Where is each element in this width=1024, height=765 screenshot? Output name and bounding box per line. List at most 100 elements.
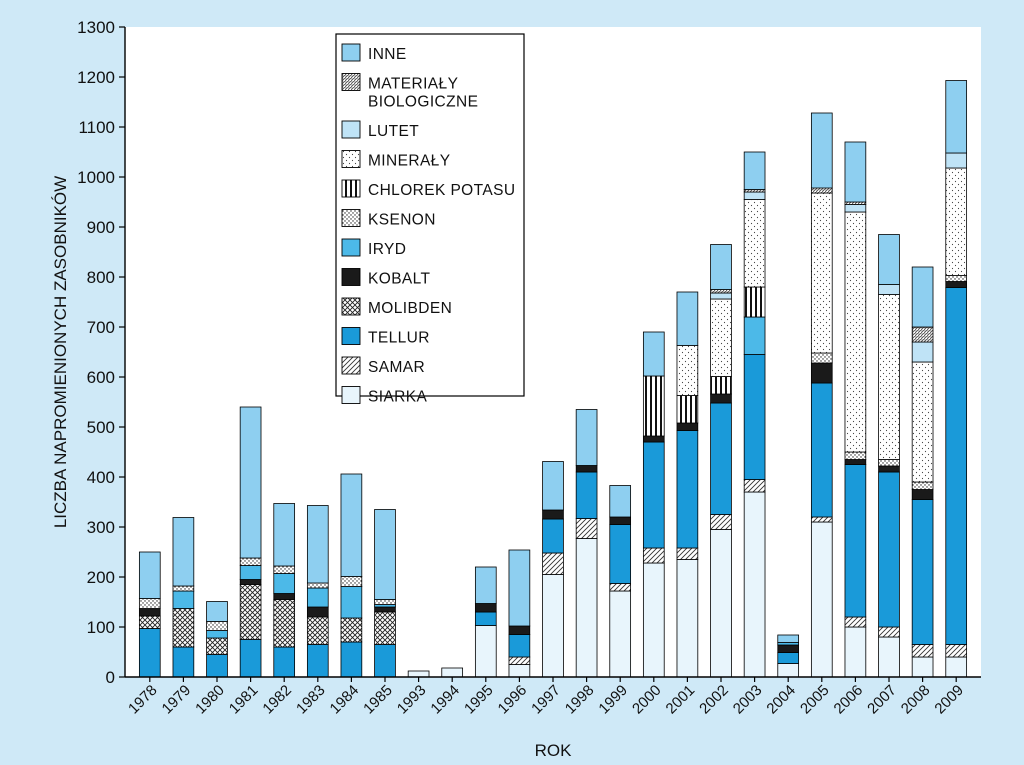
bar-segment-1998-kobalt [575,465,598,473]
bar-segment-2009-siarka [945,656,968,678]
legend-swatch [341,73,361,91]
bar-segment-1981-kobalt [239,579,262,585]
bar-segment-1995-tellur [474,611,497,626]
bar-segment-1995-kobalt [474,603,497,613]
bar-segment-2003-lutet [743,191,766,200]
bar-segment-2000-kobalt [642,435,665,443]
bar-segment-2005-siarka [810,521,833,678]
legend-label: MOLIBDEN [368,300,452,317]
bar-segment-2004-inne [777,634,800,643]
legend-swatch [341,120,361,139]
bar-segment-2007-lutet [878,284,900,295]
bar-segment-2007-kobalt [878,465,900,473]
bar-segment-2002-lutet [710,292,732,300]
bar-segment-2007-minerały [878,294,900,460]
legend-swatch [341,179,361,198]
bar-segment-1983-tellur [306,644,329,678]
bar-segment-1982-inne [273,503,296,567]
bar-segment-2008-ksenon [911,481,934,490]
bar-segment-1979-iryd [172,590,195,609]
bar-segment-2009-tellur [945,287,968,645]
bar-segment-2006-lutet [844,204,867,213]
bar-segment-1985-molibden [374,611,396,645]
bar-segment-2006-inne [844,141,867,203]
bar-segment-1979-ksenon [172,585,195,592]
bar-segment-2001-siarka [676,559,699,678]
bar-segment-1985-kobalt [374,606,396,613]
legend-swatch [341,209,361,227]
bar-segment-2001-samar [676,547,699,560]
bar-segment-1984-molibden [340,617,363,643]
bar-segment-1980-tellur [206,654,228,678]
bar-segment-2006-siarka [844,626,867,678]
bar-segment-2001-chlorek-potasu [676,395,699,424]
legend-label: CHLOREK POTASU [368,182,515,199]
legend-box [335,33,525,397]
y-tick-label: 100 [87,618,115,637]
legend-label: INNE [368,46,407,63]
bar-segment-1980-ksenon [206,621,228,631]
bar-segment-1981-ksenon [239,557,262,566]
bar-segment-2002-chlorek-potasu [710,376,732,395]
bar-segment-2003-siarka [743,491,766,678]
bar-segment-1997-samar [542,552,564,575]
legend-swatch [341,268,361,286]
bar-segment-1984-ksenon [340,576,363,587]
y-tick-label: 900 [87,218,115,237]
bar-segment-1995-siarka [474,625,497,678]
legend-swatch [341,238,361,257]
y-tick-label: 1300 [77,18,115,37]
bar-segment-1982-ksenon [273,565,296,574]
bar-segment-1983-kobalt [306,606,329,618]
bar-segment-1999-samar [609,583,632,592]
bar-segment-2008-materiały-biologiczne [911,326,934,343]
bar-segment-1997-siarka [542,574,564,678]
bar-segment-2008-minerały [911,361,934,483]
bar-segment-2006-tellur [844,464,867,618]
bar-segment-1993-siarka [407,670,430,678]
bar-segment-2008-inne [911,266,934,328]
bar-segment-1996-tellur [508,634,531,658]
bar-segment-1978-molibden [138,615,161,629]
bar-segment-2008-kobalt [911,489,934,500]
bar-segment-2003-inne [743,151,766,190]
bar-segment-1997-inne [542,461,564,511]
bar-segment-2004-kobalt [777,644,800,653]
bar-segment-2001-minerały [676,345,699,396]
bar-segment-2008-tellur [911,499,934,645]
legend-label: MATERIAŁY [368,76,458,93]
bar-segment-2006-samar [844,616,867,628]
bar-segment-2009-kobalt [945,281,968,288]
bar-segment-2007-samar [878,626,900,638]
bar-segment-1982-tellur [273,646,296,678]
bar-segment-2002-tellur [710,402,732,515]
bar-segment-2003-chlorek-potasu [743,286,766,318]
bar-segment-1981-inne [239,406,262,559]
bar-segment-1998-samar [575,518,598,539]
bar-segment-2005-minerały [810,192,833,354]
bar-segment-1997-tellur [542,518,564,554]
bar-segment-1983-inne [306,505,329,584]
bar-segment-1995-inne [474,566,497,604]
bar-segment-2002-samar [710,514,732,530]
bar-segment-2007-ksenon [878,459,900,467]
bar-segment-2001-kobalt [676,422,699,431]
bar-segment-2002-minerały [710,298,732,377]
bar-segment-1984-tellur [340,641,363,678]
bar-segment-2002-siarka [710,529,732,678]
bar-segment-1982-molibden [273,599,296,648]
bar-segment-1996-kobalt [508,625,531,635]
bar-segment-2007-siarka [878,636,900,678]
y-tick-label: 1000 [77,168,115,187]
legend-label: KSENON [368,212,436,229]
bar-segment-1999-tellur [609,524,632,584]
legend-swatch [341,356,361,375]
bar-segment-2005-inne [810,112,833,189]
legend-label: KOBALT [368,271,431,288]
bar-segment-1983-iryd [306,587,329,608]
y-axis-label: LICZBA NAPROMIENIONYCH ZASOBNIKÓW [51,176,70,528]
legend-label: IRYD [368,241,406,258]
legend-swatch [341,297,361,316]
bar-segment-1985-ksenon [374,599,396,605]
